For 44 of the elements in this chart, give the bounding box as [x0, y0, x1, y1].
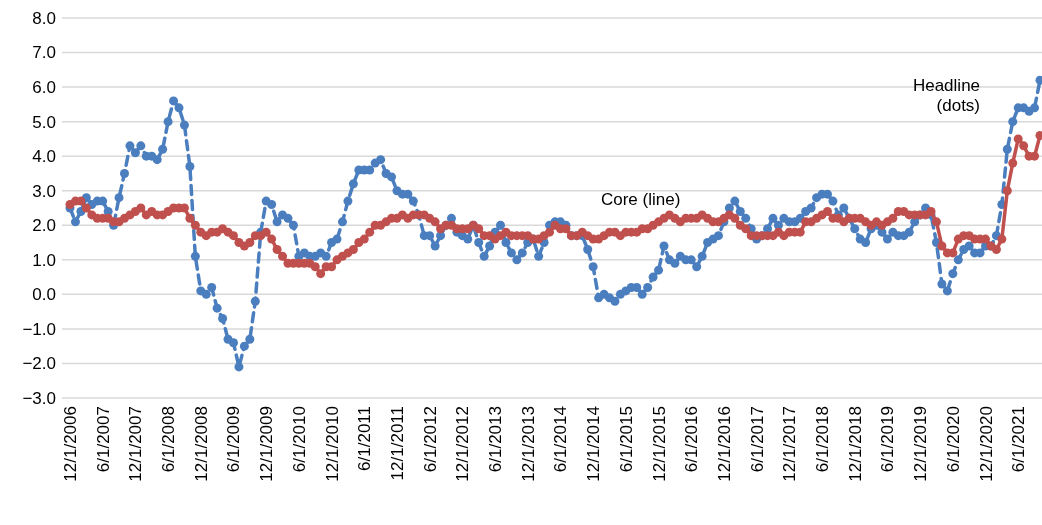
- x-tick-label: 12/1/2015: [649, 406, 669, 482]
- y-tick-label: −2.0: [22, 354, 56, 374]
- x-tick-label: 12/1/2018: [845, 406, 865, 482]
- x-tick-label: 6/1/2017: [747, 406, 767, 473]
- y-tick-label: 4.0: [32, 147, 56, 167]
- x-tick-label: 12/1/2020: [976, 406, 996, 482]
- y-tick-label: 1.0: [32, 250, 56, 270]
- x-tick-label: 12/1/2014: [584, 406, 604, 482]
- x-tick-label: 12/1/2007: [126, 406, 146, 482]
- x-tick-label: 6/1/2015: [616, 406, 636, 473]
- annotation: Headline (dots): [912, 75, 981, 115]
- x-tick-label: 6/1/2020: [943, 406, 963, 473]
- x-tick-label: 12/1/2008: [191, 406, 211, 482]
- x-tick-label: 6/1/2018: [813, 406, 833, 473]
- y-tick-label: −3.0: [22, 388, 56, 408]
- x-tick-label: 6/1/2008: [159, 406, 179, 473]
- x-tick-label: 6/1/2012: [420, 406, 440, 473]
- x-tick-label: 12/1/2017: [780, 406, 800, 482]
- x-tick-label: 6/1/2011: [355, 406, 375, 471]
- x-tick-label: 12/1/2006: [61, 406, 80, 482]
- x-tick-label: 12/1/2016: [714, 406, 734, 482]
- y-tick-label: 8.0: [32, 8, 56, 28]
- x-tick-label: 6/1/2010: [289, 406, 309, 473]
- y-tick-label: 3.0: [32, 181, 56, 201]
- y-tick-label: 5.0: [32, 112, 56, 132]
- x-tick-label: 6/1/2013: [486, 406, 506, 473]
- x-tick-label: 12/1/2013: [518, 406, 538, 482]
- x-tick-label: 12/1/2012: [453, 406, 473, 482]
- x-tick-label: 12/1/2009: [257, 406, 277, 482]
- x-tick-label: 6/1/2021: [1009, 406, 1029, 473]
- x-tick-label: 6/1/2014: [551, 406, 571, 473]
- x-tick-label: 6/1/2007: [93, 406, 113, 473]
- y-tick-label: 0.0: [32, 285, 56, 305]
- y-tick-label: −1.0: [22, 319, 56, 339]
- y-tick-label: 7.0: [32, 43, 56, 63]
- x-tick-label: 12/1/2019: [911, 406, 931, 482]
- y-tick-label: 6.0: [32, 78, 56, 98]
- annotation: Core (line): [600, 189, 681, 209]
- x-tick-label: 6/1/2019: [878, 406, 898, 473]
- x-tick-label: 6/1/2009: [224, 406, 244, 473]
- x-tick-label: 12/1/2010: [322, 406, 342, 482]
- x-tick-label: 6/1/2016: [682, 406, 702, 473]
- y-tick-label: 2.0: [32, 216, 56, 236]
- x-tick-label: 12/1/2011: [387, 406, 407, 481]
